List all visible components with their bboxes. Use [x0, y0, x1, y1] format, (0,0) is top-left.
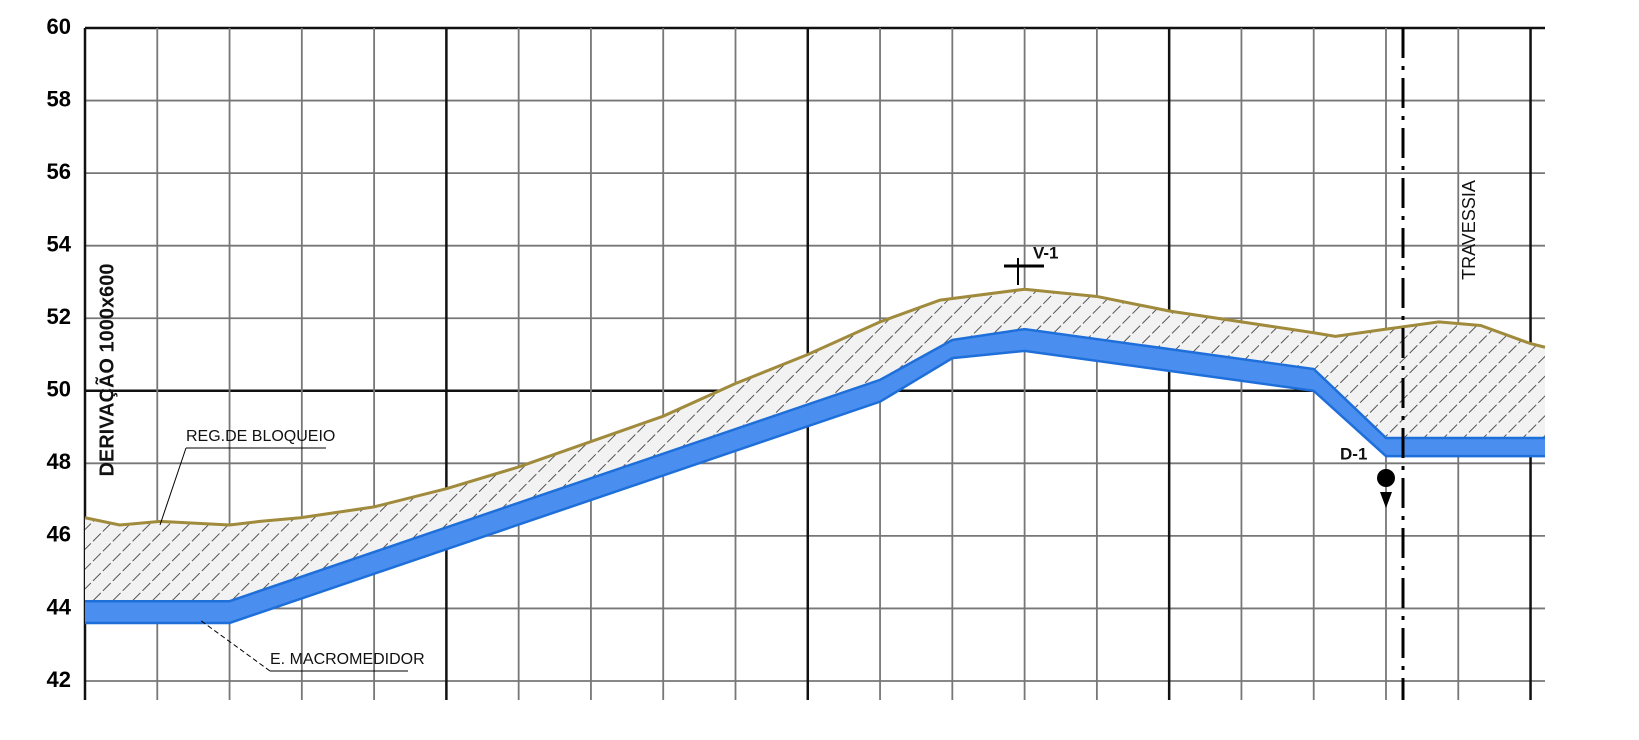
ground-line [84, 287, 1546, 527]
soil-cover [85, 289, 1545, 602]
y-tick-label: 44 [47, 594, 72, 619]
pipe-line [85, 327, 1545, 603]
drain-symbol [1377, 469, 1395, 487]
y-tick-label: 56 [47, 159, 71, 184]
labels: 42 44 46 48 50 52 54 56 58 60 DERIVAÇÃO 1000x600 RE… [47, 14, 1479, 692]
y-tick-label: 54 [47, 231, 72, 256]
leader-line [199, 619, 271, 672]
drain-symbol [1380, 492, 1392, 508]
y-tick-label: 58 [47, 86, 71, 111]
annotation: V-1 [1033, 243, 1059, 262]
y-tick-label: 50 [47, 377, 71, 402]
leader-line [159, 447, 187, 526]
marks [84, 287, 1546, 625]
annotation: DERIVAÇÃO 1000x600 [95, 263, 118, 476]
annotation: D-1 [1340, 444, 1367, 463]
pipe-line [85, 349, 1545, 625]
y-tick-label: 46 [47, 522, 71, 547]
annotation: REG.DE BLOQUEIO [186, 428, 335, 445]
annotation: TRAVESSIA [1459, 180, 1479, 280]
y-tick-label: 52 [47, 304, 71, 329]
y-tick-label: 42 [47, 667, 71, 692]
annotation: E. MACROMEDIDOR [270, 651, 425, 668]
y-tick-label: 48 [47, 449, 71, 474]
y-tick-label: 60 [47, 14, 71, 39]
